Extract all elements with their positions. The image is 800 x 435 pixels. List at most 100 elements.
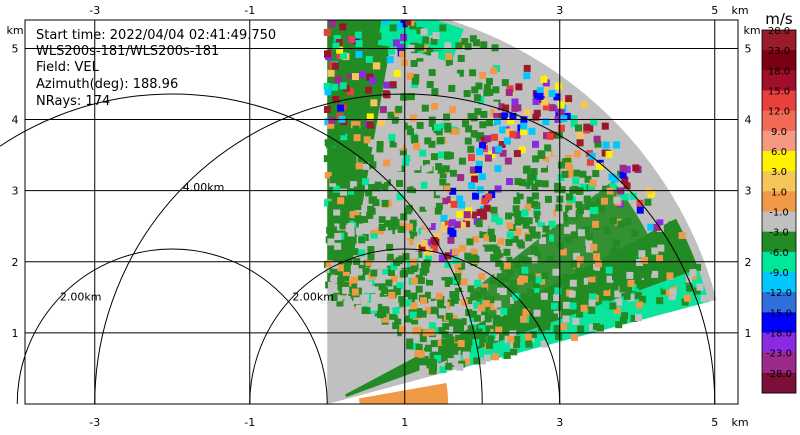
velocity-cell	[613, 279, 621, 287]
velocity-cell	[420, 229, 428, 237]
velocity-cell	[402, 158, 410, 166]
velocity-cell	[560, 115, 568, 123]
velocity-cell	[329, 230, 337, 238]
velocity-cell	[504, 266, 512, 274]
velocity-cell	[454, 287, 462, 295]
x-tick-label-top: -3	[89, 4, 100, 17]
velocity-cell	[518, 146, 526, 154]
velocity-cell	[689, 272, 697, 280]
velocity-cell	[470, 254, 478, 262]
velocity-cell	[411, 134, 419, 142]
velocity-cell	[538, 219, 546, 227]
velocity-cell	[540, 340, 548, 348]
velocity-cell	[583, 277, 591, 285]
velocity-cell	[520, 122, 528, 130]
colorbar-tick-label: -12.0	[766, 288, 792, 299]
y-tick-label-right: 2	[745, 256, 752, 269]
velocity-cell	[475, 82, 483, 90]
velocity-cell	[446, 66, 454, 74]
velocity-cell	[434, 207, 442, 215]
velocity-cell	[385, 279, 393, 287]
velocity-cell	[339, 52, 347, 60]
velocity-cell	[624, 218, 632, 226]
velocity-cell	[542, 225, 550, 233]
velocity-cell	[365, 189, 373, 197]
velocity-cell	[456, 363, 464, 371]
velocity-cell	[504, 323, 512, 331]
velocity-cell	[609, 302, 617, 310]
velocity-cell	[494, 269, 502, 277]
velocity-cell	[411, 93, 419, 101]
velocity-cell	[453, 325, 461, 333]
velocity-cell	[547, 201, 555, 209]
velocity-cell	[555, 333, 563, 341]
velocity-cell	[566, 170, 574, 178]
velocity-cell	[583, 123, 591, 131]
velocity-cell	[400, 213, 408, 221]
velocity-cell	[349, 236, 357, 244]
velocity-cell	[530, 168, 538, 176]
velocity-cell	[667, 279, 675, 287]
info-text-block: Start time: 2022/04/04 02:41:49.750 WLS2…	[36, 28, 276, 109]
velocity-cell	[463, 211, 471, 219]
velocity-cell	[590, 118, 598, 126]
velocity-cell	[377, 119, 385, 127]
velocity-cell	[430, 340, 438, 348]
velocity-cell	[636, 206, 644, 214]
velocity-cell	[366, 73, 374, 81]
velocity-cell	[416, 27, 424, 35]
velocity-cell	[511, 235, 519, 243]
velocity-cell	[349, 181, 357, 189]
velocity-cell	[413, 163, 421, 171]
velocity-cell	[405, 223, 413, 231]
velocity-cell	[458, 201, 466, 209]
velocity-cell	[470, 248, 478, 256]
velocity-cell	[351, 73, 359, 81]
velocity-cell	[548, 104, 556, 112]
velocity-cell	[575, 295, 583, 303]
velocity-cell	[532, 140, 540, 148]
velocity-cell	[337, 104, 345, 112]
velocity-cell	[505, 212, 513, 220]
velocity-cell	[480, 110, 488, 118]
range-ring-label: 2.00km	[292, 290, 334, 303]
velocity-cell	[535, 276, 543, 284]
velocity-cell	[362, 178, 370, 186]
velocity-cell	[386, 243, 394, 251]
velocity-cell	[509, 330, 517, 338]
velocity-cell	[673, 259, 681, 267]
nrays-text: NRays: 174	[36, 94, 110, 109]
velocity-cell	[476, 148, 484, 156]
velocity-cell	[636, 281, 644, 289]
velocity-cell	[323, 82, 331, 90]
colorbar-tick-label: -9.0	[769, 268, 789, 279]
velocity-cell	[483, 295, 491, 303]
velocity-cell	[644, 198, 652, 206]
velocity-cell	[506, 85, 514, 93]
velocity-cell	[653, 223, 661, 231]
velocity-cell	[568, 290, 576, 298]
velocity-cell	[492, 86, 500, 94]
velocity-cell	[339, 23, 347, 31]
velocity-cell	[430, 306, 438, 314]
velocity-cell	[359, 184, 367, 192]
velocity-cell	[339, 159, 347, 167]
velocity-cell	[572, 317, 580, 325]
velocity-cell	[417, 350, 425, 358]
velocity-cell	[365, 55, 373, 63]
velocity-cell	[613, 306, 621, 314]
velocity-cell	[580, 101, 588, 109]
velocity-cell	[428, 69, 436, 77]
velocity-cell	[576, 268, 584, 276]
velocity-cell	[422, 225, 430, 233]
velocity-cell	[473, 301, 481, 309]
velocity-cell	[351, 248, 359, 256]
velocity-cell	[570, 115, 578, 123]
velocity-cell	[462, 120, 470, 128]
velocity-cell	[358, 273, 366, 281]
velocity-cell	[334, 176, 342, 184]
velocity-cell	[397, 225, 405, 233]
velocity-cell	[342, 281, 350, 289]
velocity-cell	[396, 81, 404, 89]
velocity-cell	[400, 93, 408, 101]
